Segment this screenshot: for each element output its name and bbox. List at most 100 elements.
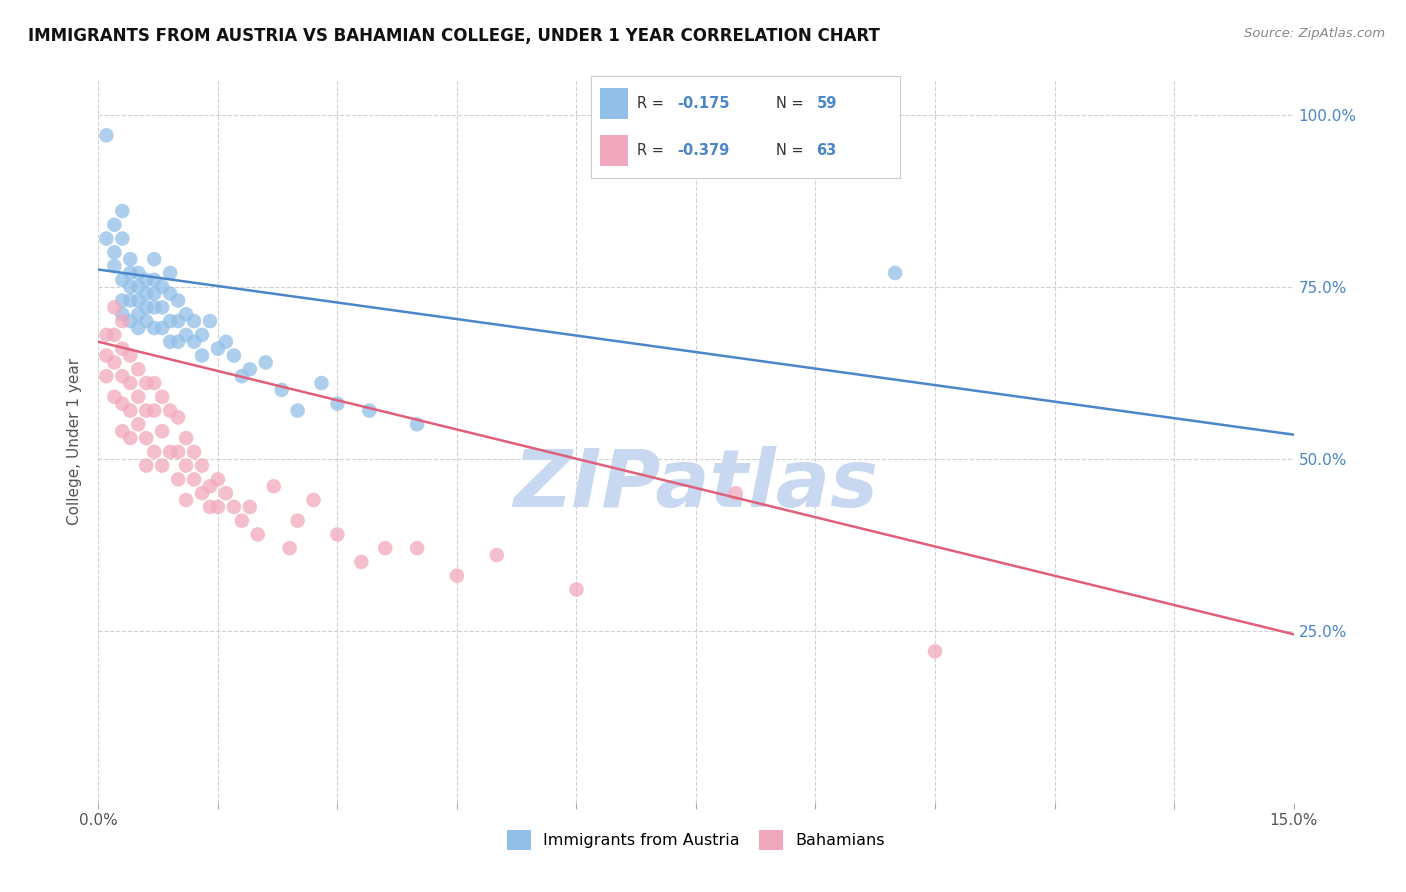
Point — [254, 355, 277, 369]
Text: ZIPatlas: ZIPatlas — [513, 446, 879, 524]
Point — [127, 307, 149, 321]
Point — [311, 376, 333, 390]
Point — [167, 293, 190, 308]
Point — [143, 403, 166, 417]
Point — [207, 472, 229, 486]
Point — [120, 252, 142, 267]
Point — [406, 417, 429, 432]
Point — [127, 293, 149, 308]
Text: IMMIGRANTS FROM AUSTRIA VS BAHAMIAN COLLEGE, UNDER 1 YEAR CORRELATION CHART: IMMIGRANTS FROM AUSTRIA VS BAHAMIAN COLL… — [28, 27, 880, 45]
Point — [174, 307, 197, 321]
Point — [127, 362, 149, 376]
Point — [135, 376, 157, 390]
Point — [111, 424, 134, 438]
Point — [96, 369, 118, 384]
FancyBboxPatch shape — [600, 136, 627, 166]
Point — [183, 445, 205, 459]
Point — [167, 472, 190, 486]
Point — [183, 334, 205, 349]
Text: 59: 59 — [817, 96, 837, 111]
Point — [120, 431, 142, 445]
Point — [239, 500, 262, 514]
Point — [207, 342, 229, 356]
Point — [127, 390, 149, 404]
Point — [120, 403, 142, 417]
Point — [183, 472, 205, 486]
Point — [287, 514, 309, 528]
FancyBboxPatch shape — [600, 88, 627, 119]
Point — [120, 376, 142, 390]
Point — [191, 486, 214, 500]
Point — [103, 259, 125, 273]
Point — [222, 349, 245, 363]
Point — [111, 342, 134, 356]
Point — [183, 314, 205, 328]
Text: Source: ZipAtlas.com: Source: ZipAtlas.com — [1244, 27, 1385, 40]
Point — [287, 403, 309, 417]
Point — [135, 273, 157, 287]
Point — [103, 355, 125, 369]
Point — [127, 417, 149, 432]
Point — [120, 314, 142, 328]
Point — [111, 307, 134, 321]
Point — [167, 445, 190, 459]
Point — [143, 445, 166, 459]
Point — [159, 334, 181, 349]
Point — [127, 279, 149, 293]
Point — [174, 493, 197, 508]
Point — [111, 397, 134, 411]
Point — [167, 314, 190, 328]
Text: R =: R = — [637, 96, 668, 111]
Point — [150, 279, 173, 293]
Point — [884, 266, 907, 280]
Point — [191, 458, 214, 473]
Point — [174, 327, 197, 342]
Point — [263, 479, 285, 493]
Point — [103, 245, 125, 260]
Point — [231, 514, 253, 528]
Point — [111, 314, 134, 328]
Point — [198, 479, 221, 493]
Point — [924, 644, 946, 658]
Point — [103, 327, 125, 342]
Point — [207, 500, 229, 514]
Point — [159, 266, 181, 280]
Point — [135, 314, 157, 328]
Point — [111, 273, 134, 287]
Point — [150, 458, 173, 473]
Point — [215, 334, 238, 349]
Point — [103, 301, 125, 315]
Point — [143, 286, 166, 301]
Point — [143, 376, 166, 390]
Point — [135, 431, 157, 445]
Point — [191, 349, 214, 363]
Point — [150, 424, 173, 438]
Point — [135, 286, 157, 301]
Point — [135, 458, 157, 473]
Point — [120, 266, 142, 280]
Point — [374, 541, 396, 556]
Text: -0.175: -0.175 — [678, 96, 730, 111]
Point — [724, 486, 747, 500]
Point — [246, 527, 269, 541]
Point — [231, 369, 253, 384]
Point — [239, 362, 262, 376]
Point — [350, 555, 373, 569]
Point — [446, 568, 468, 582]
Point — [191, 327, 214, 342]
Point — [150, 301, 173, 315]
Point — [143, 273, 166, 287]
Point — [111, 369, 134, 384]
Point — [406, 541, 429, 556]
Point — [96, 231, 118, 245]
Point — [111, 204, 134, 219]
Point — [111, 293, 134, 308]
Point — [167, 410, 190, 425]
Point — [215, 486, 238, 500]
Point — [198, 314, 221, 328]
Point — [103, 390, 125, 404]
Point — [167, 334, 190, 349]
Point — [150, 390, 173, 404]
Point — [565, 582, 588, 597]
Point — [127, 266, 149, 280]
